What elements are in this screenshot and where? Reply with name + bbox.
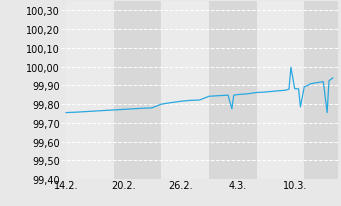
Bar <box>209 2 257 179</box>
Bar <box>304 2 338 179</box>
Bar <box>66 2 114 179</box>
Bar <box>257 2 304 179</box>
Bar <box>161 2 209 179</box>
Bar <box>114 2 161 179</box>
